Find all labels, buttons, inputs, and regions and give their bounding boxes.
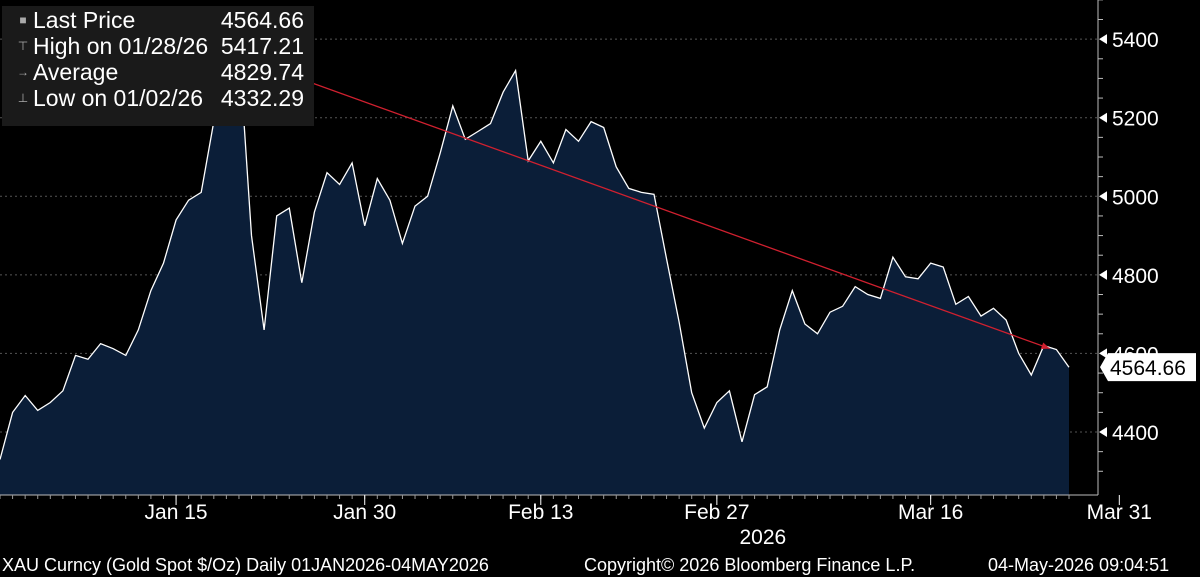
y-tick-label: 5400 [1112,29,1159,52]
average-marker-icon: → [17,65,29,79]
y-tick-arrow [1099,191,1107,202]
footer-security: XAU Curncy (Gold Spot $/Oz) Daily 01JAN2… [2,555,489,575]
square-marker-icon: ■ [19,13,27,27]
legend-label: Average [33,59,119,85]
y-tick-label: 4400 [1112,422,1159,445]
x-axis-year-label: 2026 [739,526,786,549]
footer-timestamp: 04-May-2026 09:04:51 [988,555,1170,575]
legend-value: 5417.21 [220,33,304,59]
y-tick-arrow [1099,269,1107,280]
y-tick-arrow [1099,348,1107,359]
x-tick-label: Feb 27 [684,501,749,524]
legend-label: High on 01/28/26 [33,33,209,59]
y-axis: 440046004800500052005400 [1097,0,1159,495]
last-price-label: 4564.66 [1110,357,1186,380]
footer: XAU Curncy (Gold Spot $/Oz) Daily 01JAN2… [0,553,1200,577]
legend-high: ⊤ High on 01/28/26 5417.21 [2,33,314,59]
y-tick-label: 4800 [1112,265,1159,288]
footer-copyright: Copyright© 2026 Bloomberg Finance L.P. [584,555,916,575]
x-tick-label: Feb 13 [508,501,573,524]
trend-line [240,56,1051,350]
legend-label: Low on 01/02/26 [33,85,204,111]
legend-average: → Average 4829.74 [2,59,314,85]
legend-value: 4564.66 [220,7,304,33]
legend-low: ⊥ Low on 01/02/26 4332.29 [2,85,314,111]
y-tick-label: 5000 [1112,186,1159,209]
x-tick-label: Jan 15 [145,501,208,524]
price-line [0,38,1070,460]
x-tick-label: Jan 30 [333,501,396,524]
x-tick-label: Mar 16 [898,501,963,524]
trend-arrowhead [1040,342,1050,350]
legend-last-price: ■ Last Price 4564.66 [2,7,314,33]
legend-value: 4829.74 [220,59,304,85]
high-marker-icon: ⊤ [17,39,29,53]
legend-value: 4332.29 [220,85,304,111]
last-price-tag: 4564.66 [1100,353,1196,382]
price-area [0,39,1069,495]
x-tick-label: Mar 31 [1087,501,1152,524]
y-tick-arrow [1099,427,1107,437]
legend-label: Last Price [33,7,136,33]
y-tick-arrow [1099,34,1107,45]
y-tick-label: 5200 [1112,108,1159,131]
legend: ■ Last Price 4564.66 ⊤ High on 01/28/26 … [2,6,314,126]
y-tick-arrow [1099,112,1107,123]
low-marker-icon: ⊥ [17,91,29,105]
last-price-box [1100,353,1196,382]
